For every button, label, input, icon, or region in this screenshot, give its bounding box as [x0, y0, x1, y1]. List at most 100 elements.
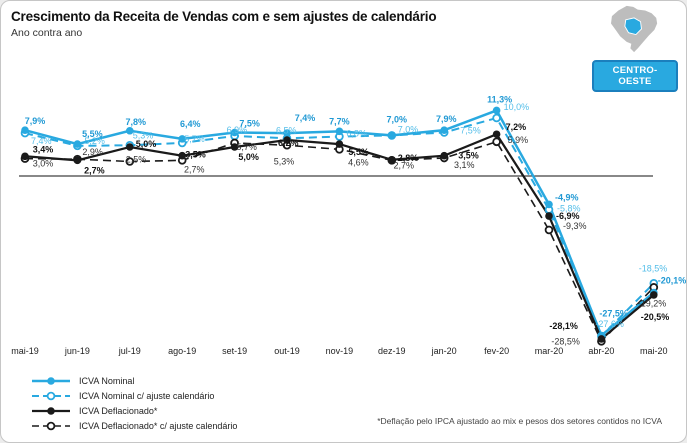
- value-label: 5,0%: [238, 152, 259, 162]
- footnote: *Deflação pelo IPCA ajustado ao mix e pe…: [377, 416, 662, 426]
- value-label: -19,2%: [638, 298, 667, 308]
- value-label: -27,6%: [595, 319, 624, 329]
- value-label: 7,7%: [329, 116, 350, 126]
- value-label: 2,5%: [126, 155, 147, 165]
- value-label: 3,4%: [33, 144, 54, 154]
- x-tick-label: jul-19: [118, 346, 141, 356]
- legend-label: ICVA Deflacionado* c/ ajuste calendário: [79, 420, 238, 431]
- x-tick-label: nov-19: [326, 346, 354, 356]
- data-point: [230, 143, 239, 151]
- data-point: [21, 152, 29, 161]
- series-line-2: [24, 132, 655, 341]
- data-point: [388, 155, 396, 164]
- region-badge[interactable]: CENTRO-OESTE: [592, 60, 678, 92]
- data-point-open: [492, 137, 501, 147]
- data-point: [492, 106, 501, 115]
- legend-label: ICVA Nominal c/ ajuste calendário: [79, 390, 215, 401]
- data-point: [126, 143, 134, 151]
- value-label: 2,7%: [84, 165, 105, 175]
- x-tick-label: mai-19: [11, 346, 39, 356]
- value-label: 6,9%: [227, 125, 248, 135]
- legend-line-sample-icon: [32, 391, 70, 400]
- value-label: 7,4%: [295, 113, 316, 123]
- data-point: [597, 335, 606, 343]
- data-point-open: [492, 113, 501, 123]
- value-label: 7,5%: [239, 119, 260, 129]
- value-label: 7,9%: [436, 114, 457, 124]
- value-label: 5,3%: [274, 156, 295, 166]
- legend-item-nominal: ICVA Nominal: [31, 373, 237, 388]
- value-label: 7,8%: [126, 117, 147, 127]
- value-label: 5,7%: [184, 134, 205, 144]
- value-label: -9,3%: [563, 221, 587, 231]
- value-label: 2,8%: [398, 153, 419, 163]
- x-tick-label: ago-19: [168, 346, 196, 356]
- value-label: 7,4%: [31, 136, 52, 146]
- page-subtitle: Ano contra ano: [11, 27, 83, 39]
- value-label: -28,5%: [551, 336, 580, 346]
- data-point: [283, 129, 291, 137]
- value-label: 5,5%: [348, 147, 369, 157]
- x-tick-label: mai-20: [640, 346, 668, 356]
- data-point-open: [125, 157, 135, 166]
- data-point: [492, 130, 501, 139]
- value-label: 5,2%: [84, 136, 105, 146]
- value-label: 3,5%: [185, 150, 206, 160]
- data-point: [73, 140, 82, 148]
- value-label: 6,4%: [180, 119, 201, 129]
- value-label: 10,0%: [504, 102, 530, 112]
- value-label: -20,5%: [641, 312, 670, 322]
- data-point: [335, 127, 344, 136]
- value-label: 11,3%: [487, 94, 512, 104]
- legend-line-sample-icon: [32, 406, 70, 415]
- x-tick-label: dez-19: [378, 346, 406, 356]
- header: Crescimento da Receita de Vendas com e s…: [11, 9, 437, 39]
- value-label: 7,5%: [460, 126, 481, 136]
- legend-line-sample-icon: [32, 421, 70, 430]
- region-selector: CENTRO-OESTE: [592, 5, 678, 92]
- value-label: 6,8%: [346, 129, 367, 139]
- value-label: 5,7%: [236, 142, 257, 152]
- legend-marker: [47, 406, 55, 415]
- value-label: 5,9%: [508, 135, 529, 145]
- value-label: -27,5%: [599, 309, 628, 319]
- x-tick-label: out-19: [274, 346, 300, 356]
- legend-item-nominal-ajuste: ICVA Nominal c/ ajuste calendário: [31, 388, 237, 403]
- value-label: 2,7%: [394, 160, 415, 170]
- value-label: -18,5%: [639, 263, 668, 273]
- value-label: -28,1%: [549, 321, 578, 331]
- data-point: [440, 126, 449, 134]
- data-point-open: [544, 225, 554, 235]
- value-label: 2,9%: [82, 147, 103, 157]
- x-tick-label: set-19: [222, 346, 247, 356]
- data-point: [335, 140, 344, 148]
- data-point: [230, 128, 239, 137]
- value-label: 7,0%: [398, 124, 419, 134]
- value-label: -6,9%: [556, 211, 580, 221]
- value-label: 2,7%: [184, 164, 205, 174]
- data-point: [126, 126, 134, 135]
- legend-marker: [47, 376, 55, 385]
- value-label: -4,9%: [555, 192, 579, 202]
- legend-item-deflacionado-ajuste: ICVA Deflacionado* c/ ajuste calendário: [31, 418, 237, 433]
- legend: ICVA Nominal ICVA Nominal c/ ajuste cale…: [31, 373, 237, 433]
- legend-label: ICVA Nominal: [79, 375, 135, 386]
- value-label: 7,2%: [506, 122, 527, 132]
- value-label: 5,5%: [82, 129, 103, 139]
- map-centro-oeste-region: [624, 17, 642, 36]
- data-point: [73, 156, 82, 165]
- page-title: Crescimento da Receita de Vendas com e s…: [11, 9, 437, 24]
- data-point: [21, 126, 29, 134]
- x-tick-label: jan-20: [431, 346, 457, 356]
- legend-marker: [46, 421, 56, 430]
- value-label: -5,8%: [557, 204, 581, 214]
- data-point: [283, 136, 291, 144]
- value-label: 5,0%: [136, 139, 157, 149]
- x-tick-label: mar-20: [535, 346, 564, 356]
- data-point: [388, 131, 396, 140]
- value-label: 5,3%: [133, 130, 154, 140]
- data-point: [178, 135, 186, 143]
- value-label: 3,1%: [454, 160, 475, 170]
